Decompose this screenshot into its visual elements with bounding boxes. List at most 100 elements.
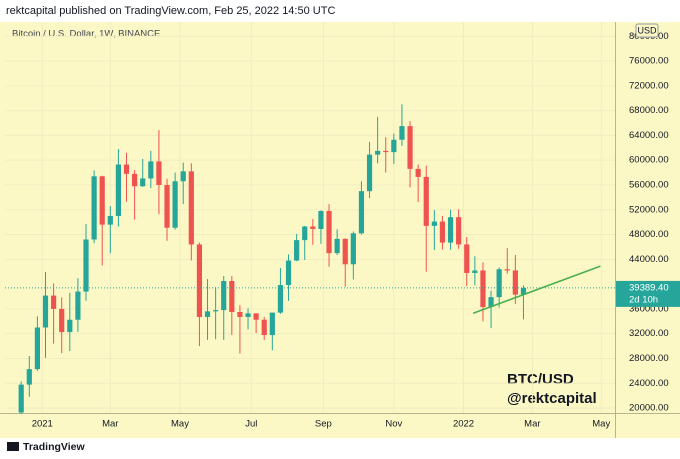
candle-body xyxy=(334,238,340,254)
candle-body xyxy=(350,233,356,265)
candle xyxy=(277,268,284,314)
candle xyxy=(148,150,154,189)
candle-body xyxy=(99,176,105,225)
currency-label: USD xyxy=(637,25,657,35)
candle xyxy=(350,231,356,280)
candle xyxy=(423,165,429,272)
x-tick-label: May xyxy=(171,419,189,430)
candle xyxy=(302,225,308,260)
candle xyxy=(447,209,454,250)
candle xyxy=(253,313,259,334)
countdown-label: 2d 10h xyxy=(629,294,658,305)
candle-body xyxy=(496,269,502,298)
candle xyxy=(26,355,32,397)
candle-body xyxy=(59,308,65,333)
candle xyxy=(34,316,41,371)
tradingview-logo: TradingView xyxy=(7,441,85,453)
x-tick-label: 2022 xyxy=(453,419,474,430)
candle xyxy=(415,164,421,203)
candle xyxy=(261,316,267,340)
candle-body xyxy=(91,176,97,240)
y-tick-label: 60000.00 xyxy=(629,155,669,166)
candle xyxy=(42,272,49,358)
candle-body xyxy=(148,161,154,179)
candle xyxy=(464,237,470,287)
candle xyxy=(334,229,340,255)
candle-body xyxy=(383,150,389,153)
watermark: @rektcapital xyxy=(507,390,597,407)
header: rektcapital published on TradingView.com… xyxy=(6,5,335,17)
candle-body xyxy=(261,319,267,336)
y-tick-label: 72000.00 xyxy=(629,80,669,91)
candle-body xyxy=(512,270,518,295)
candle-body xyxy=(488,297,494,308)
chart-background xyxy=(0,22,680,438)
candle-body xyxy=(480,270,486,308)
y-tick-label: 76000.00 xyxy=(629,56,669,67)
candle-body xyxy=(464,244,470,273)
candle xyxy=(383,137,389,173)
candle xyxy=(164,178,170,241)
candle-body xyxy=(204,311,211,317)
y-tick-label: 44000.00 xyxy=(629,254,669,265)
candle xyxy=(51,283,57,344)
y-tick-label: 56000.00 xyxy=(629,179,669,190)
candle-body xyxy=(221,281,227,311)
y-tick-label: 52000.00 xyxy=(629,204,669,215)
candle-body xyxy=(34,327,41,370)
candle-body xyxy=(431,221,437,226)
candle xyxy=(180,162,186,205)
candle-body xyxy=(229,281,235,312)
candle-body xyxy=(115,164,122,216)
candle xyxy=(358,181,365,235)
candle xyxy=(431,210,437,251)
candle xyxy=(229,276,235,335)
candle xyxy=(439,215,446,250)
y-tick-label: 24000.00 xyxy=(629,378,669,389)
candle-body xyxy=(472,270,478,273)
candle xyxy=(213,287,219,340)
candle-body xyxy=(285,260,292,286)
candle xyxy=(326,204,332,267)
candle xyxy=(310,219,316,245)
x-tick-label: Nov xyxy=(385,419,402,430)
footer-brand: TradingView xyxy=(23,441,85,453)
candle-body xyxy=(447,217,454,243)
candle-body xyxy=(107,215,113,225)
candle-body xyxy=(504,269,510,271)
candle xyxy=(172,172,178,230)
candle-body xyxy=(213,310,219,312)
last-price-tag xyxy=(616,280,680,307)
candle-body xyxy=(302,226,308,241)
candle xyxy=(99,175,105,266)
candle xyxy=(204,279,211,340)
candle-body xyxy=(277,285,284,313)
candle-body xyxy=(326,210,332,254)
candle-body xyxy=(399,126,405,140)
y-tick-label: 64000.00 xyxy=(629,130,669,141)
candle xyxy=(520,285,527,320)
candle-body xyxy=(156,161,162,185)
candle-body xyxy=(253,313,259,320)
candle xyxy=(140,158,146,187)
candle-body xyxy=(132,173,138,187)
candle-body xyxy=(366,154,373,192)
candle xyxy=(504,248,510,274)
candle-body xyxy=(423,176,429,226)
candle-body xyxy=(358,191,365,234)
candle xyxy=(269,312,275,351)
x-tick-label: Sep xyxy=(315,419,332,430)
candle-body xyxy=(520,287,527,295)
candle xyxy=(294,233,300,262)
candle-body xyxy=(375,150,381,155)
candle xyxy=(196,242,203,347)
x-tick-label: May xyxy=(592,419,610,430)
candle xyxy=(91,170,97,244)
candle-body xyxy=(294,240,300,261)
currency-box xyxy=(635,23,659,38)
candle-body xyxy=(51,295,57,309)
y-tick-label: 36000.00 xyxy=(629,303,669,314)
x-tick-label: Jul xyxy=(245,419,257,430)
x-tick-label: 2021 xyxy=(32,419,53,430)
